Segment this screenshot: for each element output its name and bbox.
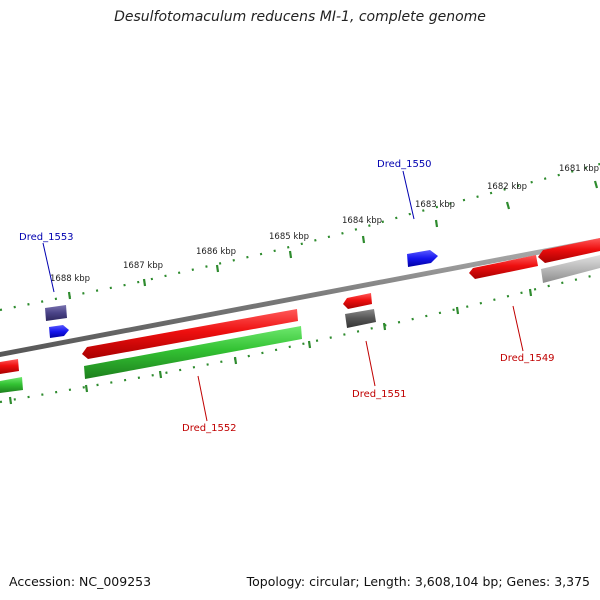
- kbp-label-1683: 1683 kbp: [415, 200, 455, 210]
- kbp-label-1686: 1686 kbp: [196, 247, 236, 257]
- gene-left-red[interactable]: [0, 359, 19, 374]
- gene-left-green[interactable]: [0, 377, 23, 393]
- gene-dred-1551-red[interactable]: [343, 293, 372, 309]
- kbp-label-1684: 1684 kbp: [342, 216, 382, 226]
- gene-dred-1552-red[interactable]: [82, 309, 298, 359]
- kbp-label-1682: 1682 kbp: [487, 182, 527, 192]
- leader-dred-1552: [197, 375, 208, 422]
- gene-label-dred-1551: Dred_1551: [352, 389, 407, 400]
- gene-dred-1553-box[interactable]: [45, 305, 67, 321]
- gene-right-light[interactable]: [541, 255, 600, 283]
- kbp-label-1688: 1688 kbp: [50, 274, 90, 284]
- gene-right-red[interactable]: [538, 238, 600, 263]
- genome-backbone: [0, 238, 600, 357]
- gene-label-dred-1552: Dred_1552: [182, 423, 237, 434]
- leader-dred-1551: [365, 340, 376, 387]
- gene-dred-1552-green[interactable]: [84, 326, 302, 379]
- gene-label-dred-1553: Dred_1553: [19, 232, 74, 243]
- gene-dred-1549-red[interactable]: [469, 255, 538, 279]
- accession-text: Accession: NC_009253: [9, 574, 152, 589]
- gene-dred-1553-arrow[interactable]: [49, 325, 69, 338]
- kbp-label-1685: 1685 kbp: [269, 232, 309, 242]
- inner-major-ticks: [8, 288, 533, 405]
- gene-label-dred-1550: Dred_1550: [377, 159, 432, 170]
- gene-dred-1551-dark[interactable]: [345, 309, 376, 328]
- genome-title: Desulfotomaculum reducens MI-1, complete…: [114, 9, 486, 25]
- gene-dred-1550-arrow[interactable]: [407, 250, 438, 267]
- leader-dred-1550: [402, 170, 415, 220]
- kbp-label-1681: 1681 kbp: [559, 164, 599, 174]
- leader-dred-1549: [512, 305, 524, 352]
- genome-summary-text: Topology: circular; Length: 3,608,104 bp…: [246, 574, 590, 589]
- gene-label-dred-1549: Dred_1549: [500, 353, 555, 364]
- kbp-label-1687: 1687 kbp: [123, 261, 163, 271]
- leader-dred-1553: [42, 242, 55, 293]
- outer-major-ticks: [67, 180, 599, 300]
